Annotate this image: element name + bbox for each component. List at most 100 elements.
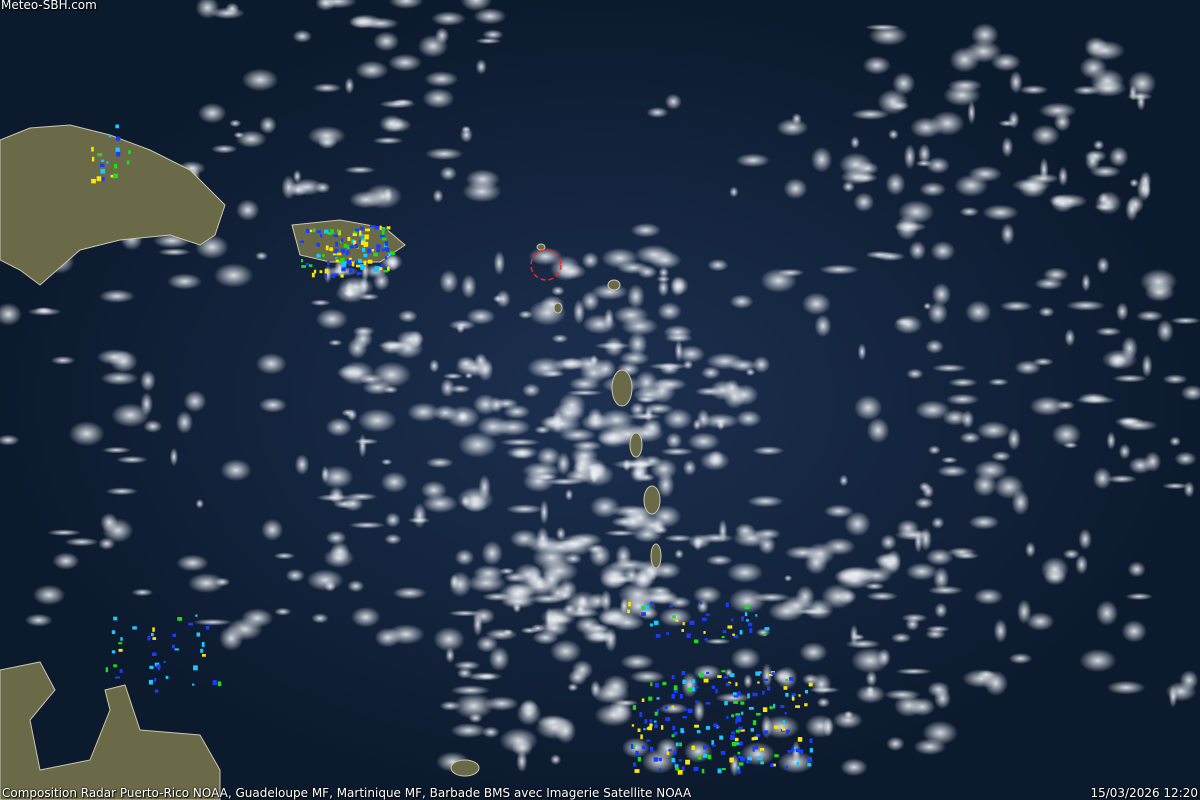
cloud — [868, 25, 908, 46]
radar-echo — [113, 163, 118, 169]
radar-echo — [795, 748, 801, 753]
cloud — [1051, 422, 1082, 447]
radar-echo — [333, 234, 338, 238]
cloud — [926, 156, 950, 174]
radar-echo — [358, 240, 362, 243]
radar-echo — [689, 620, 695, 625]
cloud — [105, 487, 139, 496]
cloud — [433, 626, 465, 652]
cloud — [474, 353, 488, 368]
cloud — [895, 668, 932, 675]
radar-echo — [683, 708, 687, 711]
cloud — [534, 425, 551, 435]
cloud — [1106, 474, 1137, 484]
cloud — [1136, 310, 1164, 322]
radar-echo — [369, 225, 375, 228]
radar-echo — [680, 728, 684, 734]
cloud — [488, 646, 510, 672]
radar-echo — [747, 693, 750, 699]
cloud — [919, 181, 947, 197]
radar-echo — [106, 161, 109, 164]
radar-echo — [340, 274, 344, 278]
radar-echo — [343, 243, 348, 248]
radar-echo — [754, 736, 758, 740]
radar-echo — [647, 726, 653, 731]
radar-echo — [737, 755, 743, 759]
cloud — [693, 699, 705, 723]
cloud — [468, 713, 483, 723]
cloud — [632, 526, 663, 543]
radar-echo — [319, 233, 323, 238]
cloud — [536, 446, 561, 467]
radar-echo — [91, 156, 95, 162]
cloud — [587, 592, 607, 610]
radar-echo — [108, 135, 112, 138]
cloud — [550, 754, 562, 765]
radar-echo — [706, 671, 710, 674]
radar-echo — [382, 237, 387, 241]
radar-echo — [316, 242, 320, 246]
cloud — [481, 540, 503, 566]
cloud — [472, 612, 483, 637]
radar-echo — [669, 605, 673, 608]
cloud — [656, 275, 671, 283]
radar-echo — [672, 725, 676, 731]
cloud — [694, 387, 724, 396]
cloud — [502, 629, 514, 636]
cloud — [930, 110, 965, 136]
radar-echo — [351, 262, 355, 267]
cloud — [345, 492, 378, 501]
radar-echo — [807, 763, 812, 767]
radar-echo — [799, 749, 804, 754]
radar-echo — [789, 677, 794, 681]
cloud — [983, 670, 1009, 696]
cloud — [384, 533, 402, 545]
cloud — [442, 373, 464, 380]
cloud — [555, 526, 566, 541]
cloud — [1112, 374, 1148, 383]
cloud — [348, 521, 386, 529]
radar-echo — [376, 249, 381, 253]
cloud — [535, 473, 558, 481]
radar-echo — [731, 741, 737, 747]
cloud — [397, 309, 418, 323]
radar-echo — [671, 757, 676, 763]
cloud — [347, 580, 365, 593]
cloud — [1118, 443, 1131, 460]
cloud — [914, 497, 934, 509]
radar-echo — [641, 612, 646, 616]
cloud — [752, 355, 771, 374]
cloud — [220, 459, 252, 482]
radar-echo — [736, 715, 741, 720]
radar-echo — [201, 641, 205, 647]
cloud — [866, 417, 890, 444]
radar-echo — [791, 747, 795, 751]
cloud — [991, 451, 1012, 462]
cloud — [462, 180, 502, 203]
cloud — [310, 299, 331, 306]
cloud — [140, 370, 156, 392]
cloud — [883, 689, 921, 700]
radar-echo — [148, 679, 153, 685]
radar-echo — [787, 750, 793, 753]
radar-echo — [785, 765, 789, 771]
radar-echo — [808, 682, 813, 687]
radar-echo — [721, 636, 725, 639]
radar-echo — [174, 648, 179, 651]
radar-echo — [347, 245, 350, 250]
cloud — [520, 627, 539, 634]
cloud — [355, 60, 389, 80]
radar-echo — [655, 634, 661, 638]
radar-echo — [386, 226, 391, 230]
cloud-layer — [0, 0, 1200, 777]
cloud — [857, 343, 867, 361]
cloud — [558, 392, 586, 418]
radar-echo — [671, 674, 675, 680]
cloud — [1026, 612, 1055, 631]
cloud — [819, 264, 860, 275]
cloud — [973, 588, 1004, 605]
cloud — [111, 403, 150, 428]
radar-echo — [379, 266, 383, 271]
